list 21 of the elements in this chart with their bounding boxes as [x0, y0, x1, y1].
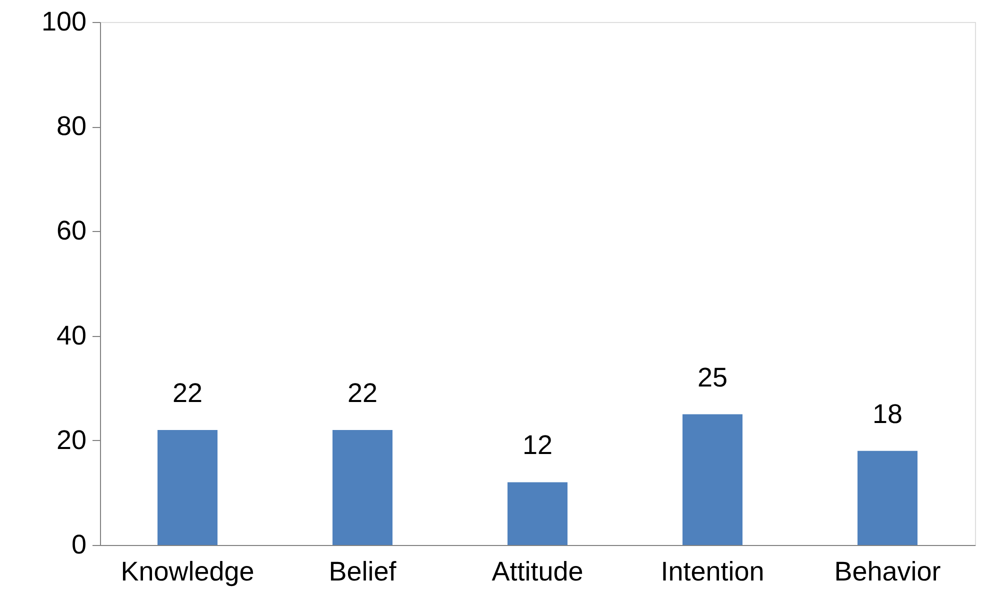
bar [508, 482, 568, 545]
data-label: 22 [347, 378, 378, 408]
y-tick-label: 0 [71, 530, 86, 560]
x-tick-label: Attitude [492, 556, 584, 586]
y-tick-label: 100 [41, 6, 86, 36]
x-tick-label: Behavior [834, 556, 941, 586]
x-tick-label: Knowledge [120, 556, 254, 586]
data-label: 25 [697, 362, 728, 392]
bar [682, 414, 742, 545]
data-label: 22 [172, 378, 203, 408]
x-tick-label: Belief [328, 556, 397, 586]
y-tick-label: 80 [56, 111, 86, 142]
bar [858, 450, 918, 545]
data-label: 12 [522, 430, 553, 460]
x-tick-label: Intention [660, 556, 764, 586]
bar [158, 430, 218, 545]
y-tick-label: 20 [56, 424, 86, 455]
data-label: 18 [872, 398, 903, 429]
y-tick-label: 40 [56, 320, 86, 350]
y-tick-label: 60 [56, 216, 86, 246]
bar [332, 430, 392, 545]
